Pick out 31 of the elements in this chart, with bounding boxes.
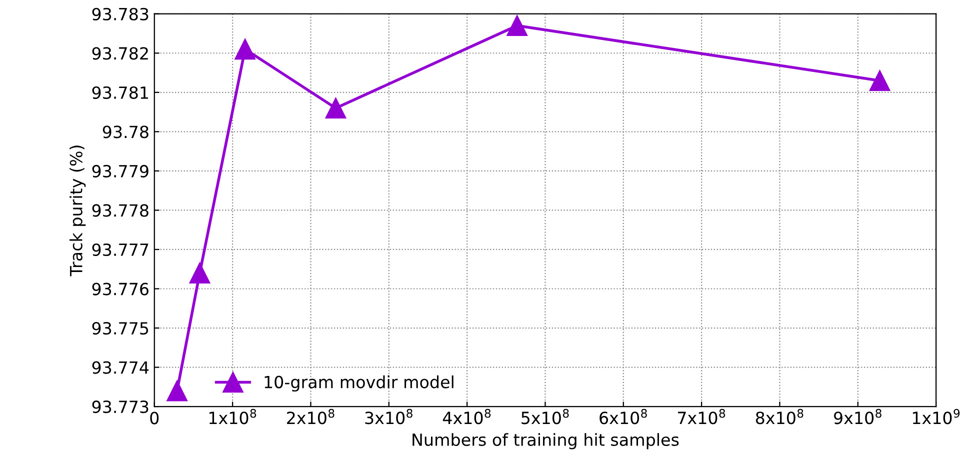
y-tick-label: 93.776 <box>92 282 148 296</box>
y-tick-label: 93.783 <box>92 8 148 20</box>
y-tick-label: 93.779 <box>92 164 148 178</box>
y-axis-title: Track purity (%) <box>70 146 86 276</box>
y-tick-label: 93.777 <box>92 243 148 256</box>
point <box>234 38 256 60</box>
x-tick-label: 4x10$^{8}$ <box>442 408 491 424</box>
x-axis-title: Numbers of training hit samples <box>412 433 679 450</box>
y-tick-label: 93.782 <box>92 47 148 60</box>
x-tick-label: 7x10$^{8}$ <box>678 408 726 424</box>
x-tick-label: 0 <box>150 412 159 424</box>
y-tick-label: 93.781 <box>92 86 148 99</box>
y-tick-label: 93.774 <box>92 361 149 374</box>
point <box>166 380 188 402</box>
x-tick-label: 3x10$^{8}$ <box>365 408 412 424</box>
y-tick-label: 93.78 <box>102 126 148 138</box>
x-tick-label: 5x10$^{8}$ <box>522 408 569 424</box>
x-tick-label: 9x10$^{8}$ <box>834 408 882 424</box>
y-tick-label: 93.775 <box>92 322 148 335</box>
x-tick-label: 1x10$^{9}$ <box>912 408 960 424</box>
y-tick-label: 93.773 <box>92 400 148 414</box>
point <box>869 70 890 92</box>
point <box>506 15 528 36</box>
x-tick-label: 1x10$^{8}$ <box>209 408 256 424</box>
legend-label: 10-gram movdir model <box>264 375 454 392</box>
point <box>325 98 346 119</box>
x-tick-label: 8x10$^{8}$ <box>756 408 804 424</box>
point <box>189 262 210 284</box>
x-tick-label: 6x10$^{8}$ <box>600 408 647 424</box>
x-tick-label: 2x10$^{8}$ <box>287 408 334 424</box>
y-tick-label: 93.778 <box>92 204 148 217</box>
